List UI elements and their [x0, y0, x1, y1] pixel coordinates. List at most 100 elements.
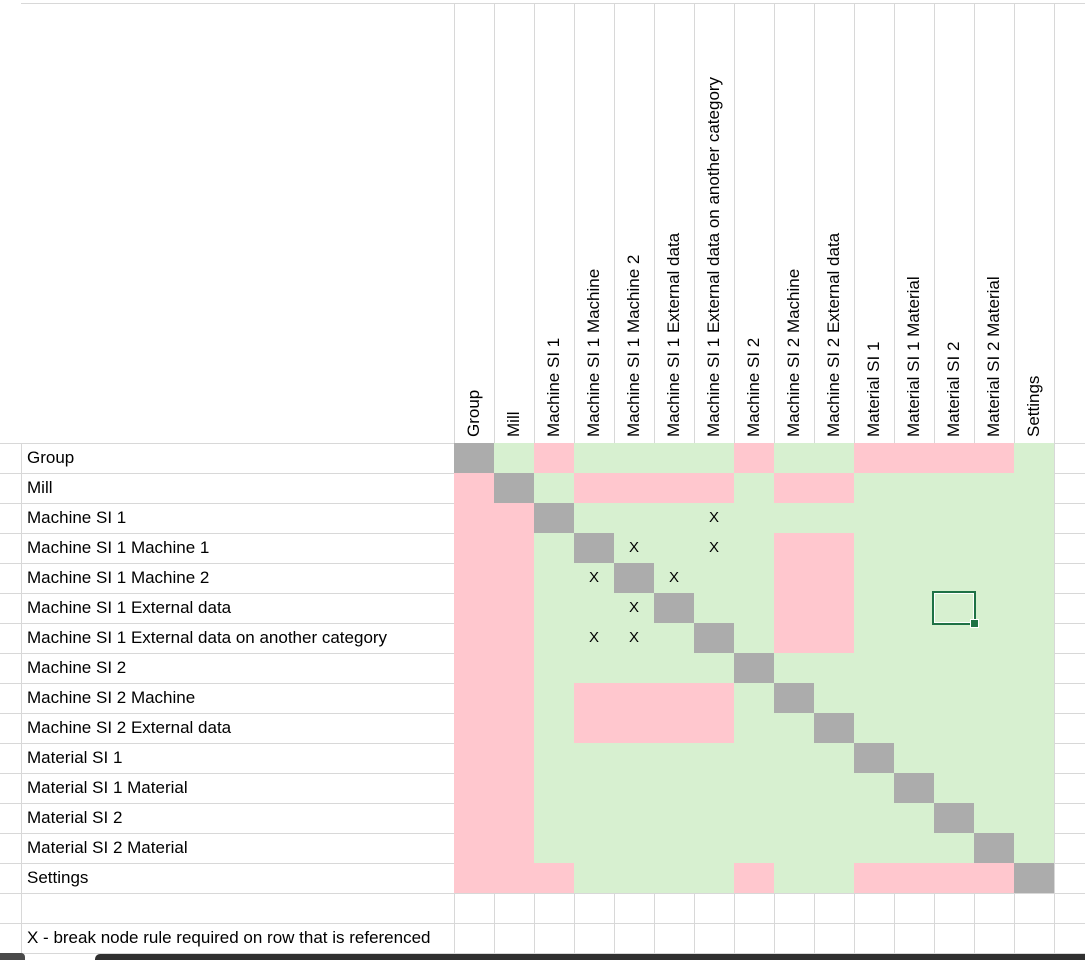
row-label[interactable]: Settings: [27, 868, 89, 887]
matrix-cell[interactable]: [574, 443, 614, 473]
matrix-cell[interactable]: [534, 773, 574, 803]
matrix-cell[interactable]: [694, 773, 734, 803]
matrix-cell[interactable]: [854, 743, 894, 773]
matrix-cell[interactable]: [1014, 683, 1054, 713]
matrix-cell[interactable]: [494, 743, 534, 773]
matrix-cell[interactable]: [494, 593, 534, 623]
matrix-cell[interactable]: [894, 713, 934, 743]
scrollbar-thumb[interactable]: [95, 954, 1085, 960]
matrix-cell[interactable]: [534, 503, 574, 533]
matrix-cell[interactable]: [494, 473, 534, 503]
matrix-cell[interactable]: [1014, 653, 1054, 683]
column-header[interactable]: Material SI 2: [944, 341, 963, 437]
row-label[interactable]: Machine SI 1 Machine 1: [27, 538, 210, 557]
matrix-cell[interactable]: [814, 653, 854, 683]
matrix-cell[interactable]: [934, 833, 974, 863]
matrix-cell[interactable]: [454, 863, 494, 893]
matrix-cell[interactable]: [574, 803, 614, 833]
column-header[interactable]: Machine SI 2: [744, 337, 763, 437]
matrix-cell[interactable]: [494, 653, 534, 683]
matrix-cell[interactable]: [454, 533, 494, 563]
matrix-cell[interactable]: X: [574, 563, 614, 593]
matrix-cell[interactable]: [654, 833, 694, 863]
matrix-cell[interactable]: [934, 863, 974, 893]
matrix-cell[interactable]: [934, 743, 974, 773]
matrix-cell[interactable]: [894, 473, 934, 503]
matrix-cell[interactable]: [934, 563, 974, 593]
matrix-cell[interactable]: [534, 833, 574, 863]
matrix-cell[interactable]: [494, 503, 534, 533]
matrix-cell[interactable]: [734, 533, 774, 563]
row-label[interactable]: Machine SI 2: [27, 658, 127, 677]
matrix-cell[interactable]: [734, 773, 774, 803]
matrix-cell[interactable]: [694, 653, 734, 683]
matrix-cell[interactable]: [454, 443, 494, 473]
matrix-cell[interactable]: [854, 803, 894, 833]
matrix-cell[interactable]: [934, 473, 974, 503]
matrix-cell[interactable]: [774, 563, 814, 593]
matrix-cell[interactable]: [694, 563, 734, 593]
matrix-cell[interactable]: [534, 443, 574, 473]
matrix-cell[interactable]: [934, 533, 974, 563]
matrix-cell[interactable]: [454, 593, 494, 623]
matrix-cell[interactable]: [854, 563, 894, 593]
matrix-cell[interactable]: [654, 743, 694, 773]
matrix-cell[interactable]: [1014, 713, 1054, 743]
matrix-cell[interactable]: [614, 833, 654, 863]
matrix-cell[interactable]: [934, 593, 974, 623]
matrix-cell[interactable]: [814, 863, 854, 893]
matrix-cell[interactable]: [854, 773, 894, 803]
matrix-cell[interactable]: [534, 713, 574, 743]
matrix-cell[interactable]: [694, 803, 734, 833]
matrix-cell[interactable]: [574, 533, 614, 563]
matrix-cell[interactable]: [614, 563, 654, 593]
matrix-cell[interactable]: [654, 473, 694, 503]
matrix-cell[interactable]: [814, 473, 854, 503]
matrix-cell[interactable]: [774, 593, 814, 623]
row-label[interactable]: Material SI 1: [27, 748, 123, 767]
matrix-cell[interactable]: [494, 833, 534, 863]
matrix-cell[interactable]: [694, 473, 734, 503]
matrix-cell[interactable]: [1014, 623, 1054, 653]
row-label[interactable]: Material SI 1 Material: [27, 778, 188, 797]
matrix-cell[interactable]: [894, 563, 934, 593]
matrix-cell[interactable]: X: [574, 623, 614, 653]
column-header[interactable]: Material SI 1: [864, 341, 883, 437]
matrix-cell[interactable]: [774, 653, 814, 683]
matrix-cell[interactable]: [454, 803, 494, 833]
matrix-cell[interactable]: [734, 743, 774, 773]
matrix-cell[interactable]: [734, 623, 774, 653]
matrix-cell[interactable]: [894, 503, 934, 533]
row-label[interactable]: Machine SI 2 Machine: [27, 688, 196, 707]
matrix-cell[interactable]: [734, 803, 774, 833]
matrix-cell[interactable]: [894, 653, 934, 683]
matrix-cell[interactable]: [854, 503, 894, 533]
matrix-cell[interactable]: [574, 743, 614, 773]
matrix-cell[interactable]: [974, 833, 1014, 863]
matrix-cell[interactable]: [814, 563, 854, 593]
row-label[interactable]: Material SI 2: [27, 808, 123, 827]
matrix-cell[interactable]: [534, 863, 574, 893]
matrix-cell[interactable]: [894, 773, 934, 803]
matrix-cell[interactable]: [894, 623, 934, 653]
matrix-cell[interactable]: [654, 533, 694, 563]
matrix-cell[interactable]: [614, 713, 654, 743]
matrix-cell[interactable]: [614, 773, 654, 803]
matrix-cell[interactable]: [654, 863, 694, 893]
row-label[interactable]: Machine SI 1 External data: [27, 598, 232, 617]
matrix-cell[interactable]: [574, 773, 614, 803]
matrix-cell[interactable]: [734, 833, 774, 863]
matrix-cell[interactable]: [534, 563, 574, 593]
matrix-cell[interactable]: [894, 533, 934, 563]
matrix-cell[interactable]: [454, 683, 494, 713]
matrix-cell[interactable]: [1014, 803, 1054, 833]
matrix-cell[interactable]: [734, 473, 774, 503]
matrix-cell[interactable]: X: [694, 533, 734, 563]
matrix-cell[interactable]: [974, 503, 1014, 533]
column-header[interactable]: Machine SI 2 External data: [824, 232, 843, 437]
matrix-cell[interactable]: [974, 443, 1014, 473]
matrix-cell[interactable]: [854, 473, 894, 503]
matrix-cell[interactable]: [974, 653, 1014, 683]
matrix-cell[interactable]: [654, 683, 694, 713]
matrix-cell[interactable]: [534, 473, 574, 503]
